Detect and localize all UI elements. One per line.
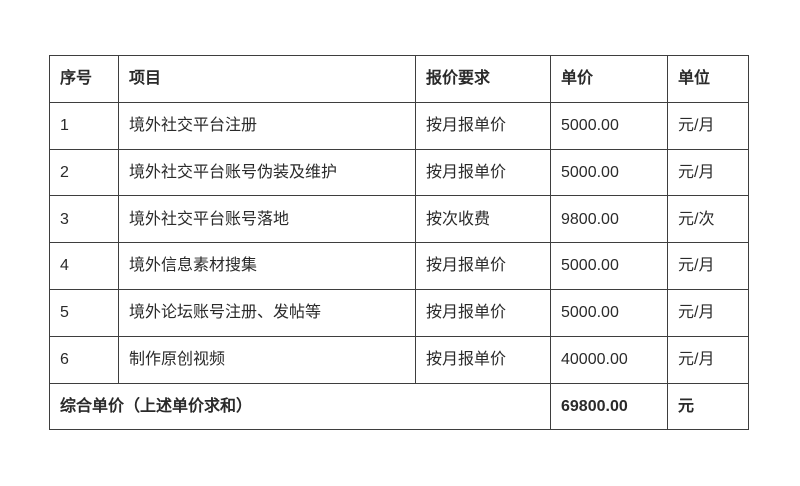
cell-unit: 元/月 — [667, 101, 749, 150]
cell-unit: 元/次 — [667, 195, 749, 244]
cell-item: 制作原创视频 — [118, 335, 416, 384]
cell-no: 6 — [49, 335, 119, 384]
cell-item: 境外社交平台账号落地 — [118, 195, 416, 244]
table-row: 1 境外社交平台注册 按月报单价 5000.00 元/月 — [49, 101, 749, 150]
cell-requirement: 按次收费 — [415, 195, 551, 244]
cell-unit: 元/月 — [667, 242, 749, 290]
total-label-cell: 综合单价（上述单价求和） — [49, 382, 551, 431]
header-cell-item: 项目 — [118, 55, 416, 103]
cell-item: 境外信息素材搜集 — [118, 242, 416, 290]
cell-requirement: 按月报单价 — [415, 148, 551, 197]
cell-no: 1 — [49, 101, 119, 150]
cell-price: 5000.00 — [550, 242, 668, 290]
cell-no: 2 — [49, 148, 119, 197]
cell-requirement: 按月报单价 — [415, 288, 551, 337]
header-cell-price: 单价 — [550, 55, 668, 103]
table-row: 5 境外论坛账号注册、发帖等 按月报单价 5000.00 元/月 — [49, 288, 749, 337]
cell-unit: 元/月 — [667, 148, 749, 197]
total-row: 综合单价（上述单价求和） 69800.00 元 — [49, 382, 749, 431]
total-price-cell: 69800.00 — [550, 382, 668, 431]
price-quote-table: 序号 项目 报价要求 单价 单位 1 境外社交平台注册 按月报单价 5000.0… — [49, 55, 749, 431]
cell-no: 3 — [49, 195, 119, 244]
header-cell-requirement: 报价要求 — [415, 55, 551, 103]
cell-no: 4 — [49, 242, 119, 290]
cell-price: 9800.00 — [550, 195, 668, 244]
cell-price: 5000.00 — [550, 148, 668, 197]
price-quote-table-container: 序号 项目 报价要求 单价 单位 1 境外社交平台注册 按月报单价 5000.0… — [49, 55, 749, 431]
header-cell-no: 序号 — [49, 55, 119, 103]
table-row: 6 制作原创视频 按月报单价 40000.00 元/月 — [49, 335, 749, 384]
table-row: 3 境外社交平台账号落地 按次收费 9800.00 元/次 — [49, 195, 749, 244]
cell-no: 5 — [49, 288, 119, 337]
cell-item: 境外论坛账号注册、发帖等 — [118, 288, 416, 337]
cell-item: 境外社交平台账号伪装及维护 — [118, 148, 416, 197]
header-row: 序号 项目 报价要求 单价 单位 — [49, 55, 749, 103]
total-unit-cell: 元 — [667, 382, 749, 431]
cell-price: 5000.00 — [550, 101, 668, 150]
cell-price: 5000.00 — [550, 288, 668, 337]
cell-requirement: 按月报单价 — [415, 242, 551, 290]
table-row: 2 境外社交平台账号伪装及维护 按月报单价 5000.00 元/月 — [49, 148, 749, 197]
cell-item: 境外社交平台注册 — [118, 101, 416, 150]
header-cell-unit: 单位 — [667, 55, 749, 103]
cell-requirement: 按月报单价 — [415, 335, 551, 384]
table-row: 4 境外信息素材搜集 按月报单价 5000.00 元/月 — [49, 242, 749, 290]
cell-price: 40000.00 — [550, 335, 668, 384]
cell-unit: 元/月 — [667, 288, 749, 337]
cell-unit: 元/月 — [667, 335, 749, 384]
cell-requirement: 按月报单价 — [415, 101, 551, 150]
